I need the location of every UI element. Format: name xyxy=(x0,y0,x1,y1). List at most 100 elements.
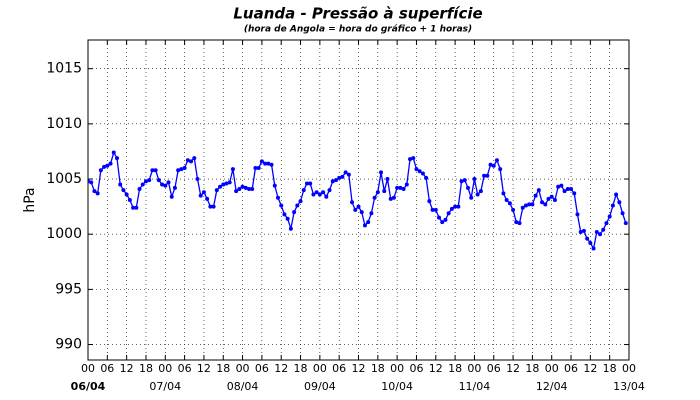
data-point xyxy=(272,183,277,188)
data-point xyxy=(604,221,609,226)
y-axis-label: hPa xyxy=(22,187,38,212)
data-point xyxy=(610,203,615,208)
data-point xyxy=(443,217,448,222)
data-point xyxy=(192,156,197,161)
data-point xyxy=(227,180,232,185)
data-point xyxy=(546,196,551,201)
data-point xyxy=(111,150,116,155)
data-point xyxy=(250,186,255,191)
data-point xyxy=(420,171,425,176)
data-point xyxy=(507,201,512,206)
data-point xyxy=(189,159,194,164)
data-point xyxy=(279,203,284,208)
x-tick-label: 12 xyxy=(274,362,288,375)
data-point xyxy=(362,223,367,228)
data-point xyxy=(350,200,355,205)
data-point xyxy=(317,192,322,197)
x-tick-label: 06 xyxy=(564,362,578,375)
x-tick-label: 18 xyxy=(371,362,385,375)
data-point xyxy=(108,161,113,166)
data-point xyxy=(578,230,583,234)
x-tick-label: 12 xyxy=(352,362,366,375)
x-tick-label: 12 xyxy=(120,362,134,375)
data-point xyxy=(430,207,435,212)
data-point xyxy=(494,158,499,163)
data-point xyxy=(469,195,474,200)
data-point xyxy=(105,163,110,168)
data-point xyxy=(89,180,94,185)
data-point xyxy=(311,192,316,197)
data-point xyxy=(375,190,380,195)
data-point xyxy=(498,167,503,172)
y-tick-label: 995 xyxy=(55,281,82,297)
data-point xyxy=(427,199,432,204)
data-point xyxy=(404,182,409,187)
data-point xyxy=(163,183,168,188)
data-point xyxy=(459,179,464,184)
x-date-label: 11/04 xyxy=(459,380,491,393)
x-tick-label: 00 xyxy=(236,362,250,375)
data-point xyxy=(288,226,293,231)
data-point xyxy=(353,207,358,212)
x-tick-label: 18 xyxy=(603,362,617,375)
data-point xyxy=(598,232,603,237)
data-point xyxy=(295,203,300,208)
data-point xyxy=(324,194,329,199)
data-point xyxy=(446,211,451,216)
data-point xyxy=(211,204,216,209)
y-tick-label: 1005 xyxy=(46,171,82,187)
data-point xyxy=(340,174,345,179)
data-point xyxy=(411,156,416,161)
data-point xyxy=(388,196,393,201)
data-point xyxy=(453,204,458,209)
x-tick-label: 06 xyxy=(409,362,423,375)
x-tick-label: 00 xyxy=(81,362,95,375)
data-point xyxy=(256,166,261,170)
y-tick-label: 1015 xyxy=(46,61,82,77)
data-point xyxy=(565,186,570,191)
data-point xyxy=(179,167,184,172)
data-point xyxy=(417,169,422,174)
x-tick-label: 12 xyxy=(429,362,443,375)
data-point xyxy=(140,182,145,187)
data-point xyxy=(523,203,528,208)
x-tick-label: 00 xyxy=(158,362,172,375)
data-point xyxy=(614,192,619,197)
data-point xyxy=(540,200,545,205)
data-point xyxy=(472,177,477,182)
data-point xyxy=(581,228,586,233)
data-point xyxy=(327,188,332,193)
x-tick-label: 06 xyxy=(255,362,269,375)
data-point xyxy=(169,194,174,199)
data-point xyxy=(569,186,574,191)
data-point xyxy=(482,173,487,178)
data-point xyxy=(124,192,129,197)
data-point xyxy=(337,175,342,180)
chart-title: Luanda - Pressão à superfície xyxy=(233,5,482,23)
x-date-label: 13/04 xyxy=(613,380,645,393)
data-point xyxy=(218,184,223,189)
chart-subtitle: (hora de Angola = hora do gráfico + 1 ho… xyxy=(244,25,472,35)
data-point xyxy=(150,168,155,173)
data-point xyxy=(234,189,239,194)
data-point xyxy=(208,204,213,209)
data-point xyxy=(221,182,226,187)
data-point xyxy=(456,204,461,209)
data-point xyxy=(263,161,268,166)
x-tick-label: 12 xyxy=(506,362,520,375)
y-tick-label: 990 xyxy=(55,337,82,353)
x-tick-label: 12 xyxy=(583,362,597,375)
data-point xyxy=(314,190,319,195)
data-point xyxy=(501,191,506,196)
data-point xyxy=(465,185,470,190)
data-point xyxy=(266,161,271,166)
x-tick-label: 18 xyxy=(294,362,308,375)
x-tick-label: 06 xyxy=(487,362,501,375)
data-point xyxy=(440,220,445,225)
data-point xyxy=(282,212,287,217)
data-point xyxy=(607,214,612,219)
x-tick-label: 00 xyxy=(545,362,559,375)
data-point xyxy=(224,181,229,186)
data-point xyxy=(346,172,351,177)
